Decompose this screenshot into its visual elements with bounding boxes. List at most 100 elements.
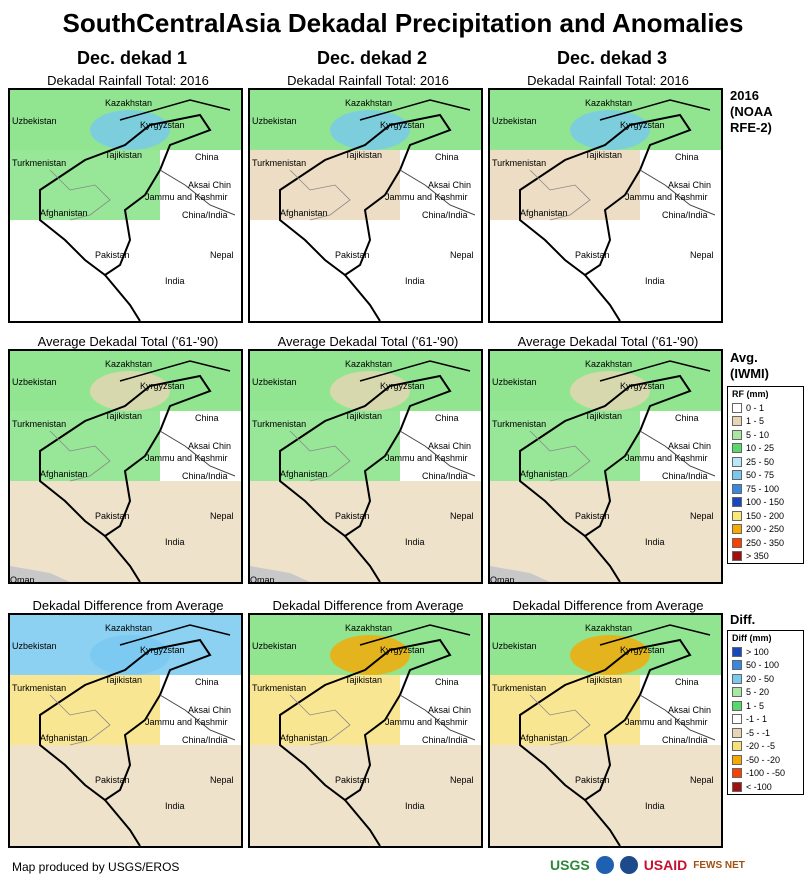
place-label: Nepal bbox=[450, 775, 474, 785]
place-label: China bbox=[675, 152, 699, 162]
place-label: Uzbekistan bbox=[252, 641, 297, 651]
map-title: Dekadal Rainfall Total: 2016 bbox=[527, 73, 689, 88]
place-label: Kazakhstan bbox=[585, 623, 633, 633]
place-label: Tajikistan bbox=[345, 150, 383, 160]
eastern-region bbox=[160, 150, 241, 220]
place-label: Kazakhstan bbox=[345, 359, 393, 369]
map-title: Dekadal Difference from Average bbox=[512, 598, 704, 613]
highland-precip-area bbox=[330, 371, 410, 411]
legend-item: > 100 bbox=[728, 645, 803, 659]
difference-legend: Diff (mm) > 100 50 - 100 20 - 50 5 - 20 1 - … bbox=[727, 630, 804, 795]
central-region bbox=[490, 411, 640, 481]
southern-region bbox=[250, 220, 481, 321]
legend-item: -100 - -50 bbox=[728, 767, 803, 781]
place-label: Uzbekistan bbox=[252, 116, 297, 126]
place-label: Aksai Chin bbox=[428, 441, 472, 451]
place-label: China bbox=[435, 677, 459, 687]
central-region bbox=[490, 150, 640, 220]
sea-area bbox=[250, 566, 310, 582]
legend-item: 0 - 1 bbox=[728, 401, 803, 415]
map-graphic bbox=[250, 351, 481, 582]
map-graphic bbox=[490, 615, 721, 846]
province-lines bbox=[529, 169, 591, 221]
map-graphic bbox=[10, 351, 241, 582]
eastern-region bbox=[640, 150, 721, 220]
place-label: Oman bbox=[250, 575, 275, 584]
kashmir-border bbox=[399, 169, 476, 216]
place-label: India bbox=[165, 276, 185, 286]
legend-item: -1 - 1 bbox=[728, 713, 803, 727]
legend-item: -5 - -1 bbox=[728, 726, 803, 740]
place-label: Kyrgyzstan bbox=[620, 381, 665, 391]
place-label: Nepal bbox=[210, 511, 234, 521]
place-label: China/India bbox=[422, 735, 468, 745]
legend-label: > 350 bbox=[746, 551, 769, 562]
eastern-region bbox=[640, 411, 721, 481]
legend-label: 20 - 50 bbox=[746, 673, 775, 684]
southern-region bbox=[490, 745, 721, 846]
place-label: Turkmenistan bbox=[252, 683, 307, 693]
place-label: India bbox=[165, 801, 185, 811]
legend-item: -20 - -5 bbox=[728, 740, 803, 754]
legend-label: 25 - 50 bbox=[746, 456, 775, 467]
place-label: China bbox=[435, 413, 459, 423]
row-label-line: RFE-2) bbox=[730, 120, 772, 135]
place-label: Turkmenistan bbox=[12, 158, 67, 168]
place-label: Kyrgyzstan bbox=[140, 120, 185, 130]
province-lines bbox=[289, 169, 351, 221]
legend-item: 200 - 250 bbox=[728, 523, 803, 537]
legend-label: -5 - -1 bbox=[746, 727, 771, 738]
map-title: Dekadal Difference from Average bbox=[272, 598, 464, 613]
legend-swatch bbox=[732, 429, 742, 440]
kashmir-border bbox=[639, 169, 716, 216]
province-lines bbox=[529, 430, 591, 482]
legend-swatch bbox=[732, 483, 742, 494]
legend-label: > 100 bbox=[746, 646, 769, 657]
place-label: Nepal bbox=[450, 511, 474, 521]
place-label: Aksai Chin bbox=[188, 705, 232, 715]
place-label: Afghanistan bbox=[280, 208, 328, 218]
pakistan-border bbox=[104, 535, 141, 582]
place-label: China/India bbox=[422, 210, 468, 220]
sea-area bbox=[490, 566, 550, 582]
legend-label: 50 - 100 bbox=[746, 660, 780, 671]
legend-swatch bbox=[732, 402, 742, 413]
place-label: India bbox=[645, 801, 665, 811]
place-label: Pakistan bbox=[95, 511, 130, 521]
afghanistan-pakistan-border bbox=[279, 374, 452, 538]
afghanistan-pakistan-border bbox=[519, 638, 692, 802]
place-label: Jammu and Kashmir bbox=[145, 453, 228, 463]
place-label: Kyrgyzstan bbox=[620, 120, 665, 130]
legend-item: 75 - 100 bbox=[728, 482, 803, 496]
afghanistan-pakistan-border bbox=[279, 638, 452, 802]
kashmir-border bbox=[159, 169, 236, 216]
legend-swatch bbox=[732, 660, 742, 671]
place-label: Uzbekistan bbox=[492, 377, 537, 387]
highland-precip-area bbox=[570, 371, 650, 411]
place-label: Uzbekistan bbox=[252, 377, 297, 387]
credit-text: Map produced by USGS/EROS bbox=[12, 860, 180, 874]
province-lines bbox=[49, 694, 111, 746]
pakistan-border bbox=[584, 274, 621, 321]
legend-header: Diff (mm) bbox=[732, 633, 772, 643]
southern-region bbox=[490, 481, 721, 582]
province-lines bbox=[49, 430, 111, 482]
map-graphic bbox=[250, 90, 481, 321]
legend-label: 100 - 150 bbox=[746, 497, 785, 508]
legend-swatch bbox=[732, 727, 742, 738]
place-label: Turkmenistan bbox=[252, 419, 307, 429]
central-region bbox=[250, 675, 400, 745]
sea-area bbox=[10, 566, 70, 582]
row-label-average: Avg. (IWMI) bbox=[730, 350, 769, 382]
column-title-1: Dec. dekad 1 bbox=[76, 48, 188, 68]
highland-precip-area bbox=[90, 110, 170, 150]
place-label: Uzbekistan bbox=[12, 116, 57, 126]
highland-precip-area bbox=[570, 110, 650, 150]
pakistan-border bbox=[344, 274, 381, 321]
place-label: Turkmenistan bbox=[12, 419, 67, 429]
place-label: Jammu and Kashmir bbox=[625, 192, 708, 202]
place-label: China/India bbox=[182, 210, 228, 220]
place-label: Nepal bbox=[690, 250, 714, 260]
place-label: Oman bbox=[10, 575, 35, 584]
central-region bbox=[10, 411, 160, 481]
